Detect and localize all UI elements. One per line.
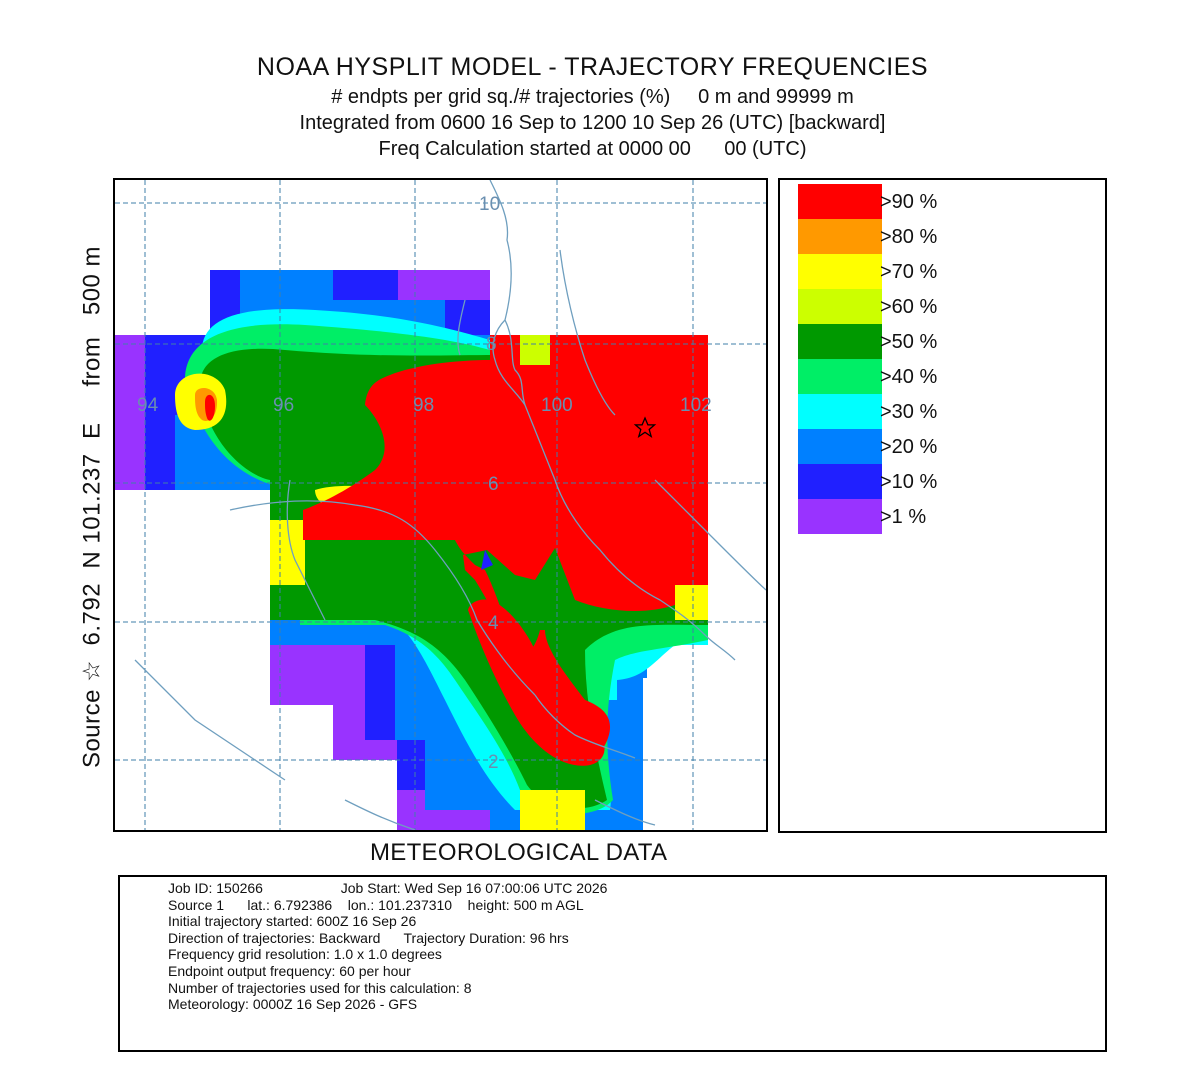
legend-swatch xyxy=(798,429,882,464)
region-90pct-west xyxy=(205,394,215,421)
legend-item: >60 % xyxy=(798,289,1098,324)
legend-panel: >90 % >80 % >70 % >60 % >50 % >40 % >30 % >20 %… xyxy=(778,178,1107,833)
legend-swatch xyxy=(798,359,882,394)
legend-item: >90 % xyxy=(798,184,1098,219)
info-line: Meteorology: 0000Z 16 Sep 2026 - GFS xyxy=(168,996,418,1013)
lon-label-100: 100 xyxy=(541,395,573,416)
info-line: Source 1 lat.: 6.792386 lon.: 101.237310… xyxy=(168,896,584,913)
legend-item: >10 % xyxy=(798,464,1098,499)
frequency-map: 94 96 98 100 102 10 8 6 4 2 xyxy=(115,180,766,830)
lat-label-4: 4 xyxy=(488,613,499,634)
title-block: NOAA HYSPLIT MODEL - TRAJECTORY FREQUENC… xyxy=(0,50,1185,162)
legend-swatch xyxy=(798,324,882,359)
subtitle-units: # endpts per grid sq./# trajectories (%)… xyxy=(331,86,854,108)
legend-label: >80 % xyxy=(880,226,938,248)
legend-swatch xyxy=(798,499,882,534)
coastline xyxy=(134,180,766,830)
legend-label: >90 % xyxy=(880,191,938,213)
legend-label: >40 % xyxy=(880,366,938,388)
graticule xyxy=(115,180,766,830)
lon-label-94: 94 xyxy=(137,395,159,416)
lon-label-96: 96 xyxy=(273,395,294,416)
legend-item: >50 % xyxy=(798,324,1098,359)
source-location-label: Source ☆ 6.792 N 101.237 E from 500 m xyxy=(78,245,106,769)
legend-swatch xyxy=(798,184,882,219)
legend-item: >20 % xyxy=(798,429,1098,464)
frequency-shading xyxy=(115,270,708,830)
legend-swatch xyxy=(798,289,882,324)
legend-label: >30 % xyxy=(880,401,938,423)
legend-label: >70 % xyxy=(880,261,938,283)
lat-label-8: 8 xyxy=(486,334,497,355)
legend-label: >60 % xyxy=(880,296,938,318)
info-line: Direction of trajectories: Backward Traj… xyxy=(168,929,569,946)
lat-label-6: 6 xyxy=(488,474,499,495)
lat-label-10: 10 xyxy=(479,194,500,215)
legend-item: >70 % xyxy=(798,254,1098,289)
legend-item: >40 % xyxy=(798,359,1098,394)
info-line: Frequency grid resolution: 1.0 x 1.0 deg… xyxy=(168,946,442,963)
lon-label-102: 102 xyxy=(680,395,712,416)
legend-swatch xyxy=(798,464,882,499)
info-line: Endpoint output frequency: 60 per hour xyxy=(168,963,411,979)
region-90pct-south xyxy=(468,599,605,766)
info-line: Job ID: 150266 Job Start: Wed Sep 16 07:… xyxy=(168,880,608,896)
legend-label: >20 % xyxy=(880,436,938,458)
info-line: Number of trajectories used for this cal… xyxy=(168,979,472,996)
region-90pct xyxy=(303,335,708,750)
legend-swatch xyxy=(798,254,882,289)
lon-label-98: 98 xyxy=(413,395,434,416)
subtitle-integration: Integrated from 0600 16 Sep to 1200 10 S… xyxy=(299,112,886,134)
legend-label: >10 % xyxy=(880,471,938,493)
legend-item: >30 % xyxy=(798,394,1098,429)
legend-item: >1 % xyxy=(798,499,1098,534)
legend-swatch xyxy=(798,219,882,254)
region-notch xyxy=(481,550,493,570)
subtitle-frequency: Freq Calculation started at 0000 00 00 (… xyxy=(378,138,807,160)
legend-item: >80 % xyxy=(798,219,1098,254)
info-panel: Job ID: 150266 Job Start: Wed Sep 16 07:… xyxy=(118,875,1107,1052)
legend-label: >50 % xyxy=(880,331,938,353)
meteorological-data-label: METEOROLOGICAL DATA xyxy=(370,839,668,866)
info-line: Initial trajectory started: 600Z 16 Sep … xyxy=(168,913,417,930)
chart-title: NOAA HYSPLIT MODEL - TRAJECTORY FREQUENC… xyxy=(256,53,929,81)
legend-label: >1 % xyxy=(880,506,927,528)
lat-label-2: 2 xyxy=(488,752,499,773)
legend-swatch xyxy=(798,394,882,429)
map-panel: 94 96 98 100 102 10 8 6 4 2 xyxy=(113,178,768,832)
star-icon xyxy=(633,416,657,439)
region-60pct xyxy=(520,335,550,365)
